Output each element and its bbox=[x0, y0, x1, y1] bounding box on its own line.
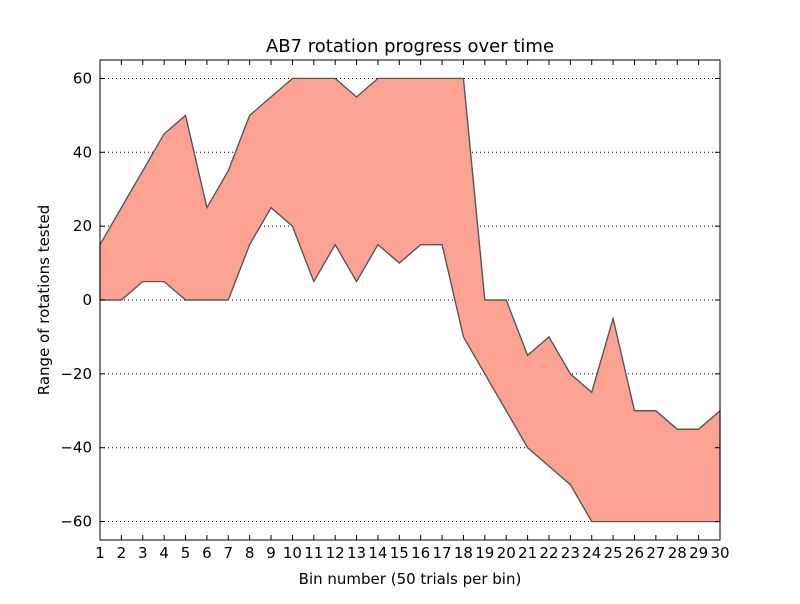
x-tick-label: 11 bbox=[304, 544, 323, 562]
x-tick-label: 30 bbox=[710, 544, 729, 562]
x-tick-label: 19 bbox=[475, 544, 494, 562]
y-tick-label: −20 bbox=[60, 365, 92, 383]
y-tick-label: 60 bbox=[73, 69, 92, 87]
x-tick-label: 28 bbox=[668, 544, 687, 562]
x-tick-label: 25 bbox=[604, 544, 623, 562]
y-tick-label: 20 bbox=[73, 217, 92, 235]
x-tick-label: 16 bbox=[411, 544, 430, 562]
x-axis-label: Bin number (50 trials per bin) bbox=[299, 570, 522, 588]
x-tick-label: 15 bbox=[390, 544, 409, 562]
x-tick-label: 21 bbox=[518, 544, 537, 562]
x-tick-label: 29 bbox=[689, 544, 708, 562]
x-tick-label: 18 bbox=[454, 544, 473, 562]
chart-title: AB7 rotation progress over time bbox=[266, 36, 554, 57]
x-tick-label: 7 bbox=[224, 544, 234, 562]
y-tick-label: 40 bbox=[73, 143, 92, 161]
x-tick-label: 12 bbox=[326, 544, 345, 562]
x-tick-label: 9 bbox=[266, 544, 276, 562]
x-tick-label: 3 bbox=[138, 544, 148, 562]
y-axis-label: Range of rotations tested bbox=[35, 205, 53, 396]
x-tick-label: 24 bbox=[582, 544, 601, 562]
x-tick-label: 26 bbox=[625, 544, 644, 562]
x-tick-label: 10 bbox=[283, 544, 302, 562]
x-tick-label: 2 bbox=[117, 544, 127, 562]
x-tick-label: 22 bbox=[539, 544, 558, 562]
x-tick-label: 8 bbox=[245, 544, 255, 562]
x-tick-label: 14 bbox=[368, 544, 387, 562]
x-tick-label: 27 bbox=[646, 544, 665, 562]
x-tick-label: 17 bbox=[433, 544, 452, 562]
x-tick-label: 1 bbox=[95, 544, 105, 562]
x-tick-label: 23 bbox=[561, 544, 580, 562]
x-tick-label: 5 bbox=[181, 544, 191, 562]
y-tick-label: −60 bbox=[60, 513, 92, 531]
x-tick-label: 6 bbox=[202, 544, 212, 562]
x-tick-label: 4 bbox=[159, 544, 169, 562]
x-tick-label: 13 bbox=[347, 544, 366, 562]
y-tick-label: 0 bbox=[82, 291, 92, 309]
y-tick-label: −40 bbox=[60, 439, 92, 457]
x-tick-label: 20 bbox=[497, 544, 516, 562]
